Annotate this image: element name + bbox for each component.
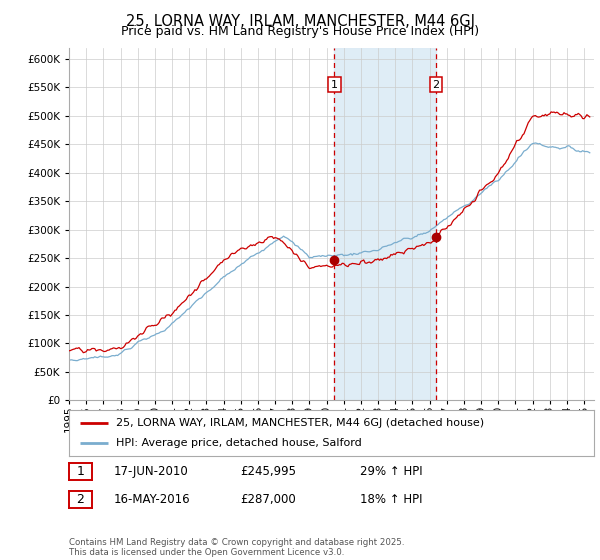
Text: Price paid vs. HM Land Registry's House Price Index (HPI): Price paid vs. HM Land Registry's House … <box>121 25 479 38</box>
Text: 17-JUN-2010: 17-JUN-2010 <box>114 465 189 478</box>
Text: 25, LORNA WAY, IRLAM, MANCHESTER, M44 6GJ (detached house): 25, LORNA WAY, IRLAM, MANCHESTER, M44 6G… <box>116 418 484 428</box>
Text: 2: 2 <box>76 493 85 506</box>
Text: Contains HM Land Registry data © Crown copyright and database right 2025.
This d: Contains HM Land Registry data © Crown c… <box>69 538 404 557</box>
Text: 16-MAY-2016: 16-MAY-2016 <box>114 493 191 506</box>
Text: 1: 1 <box>331 80 338 90</box>
Text: 2: 2 <box>433 80 439 90</box>
Text: 18% ↑ HPI: 18% ↑ HPI <box>360 493 422 506</box>
Text: £287,000: £287,000 <box>240 493 296 506</box>
Text: 29% ↑ HPI: 29% ↑ HPI <box>360 465 422 478</box>
Text: 25, LORNA WAY, IRLAM, MANCHESTER, M44 6GJ: 25, LORNA WAY, IRLAM, MANCHESTER, M44 6G… <box>125 14 475 29</box>
Text: 1: 1 <box>76 465 85 478</box>
Bar <box>334 48 436 400</box>
Text: £245,995: £245,995 <box>240 465 296 478</box>
Text: HPI: Average price, detached house, Salford: HPI: Average price, detached house, Salf… <box>116 438 362 449</box>
